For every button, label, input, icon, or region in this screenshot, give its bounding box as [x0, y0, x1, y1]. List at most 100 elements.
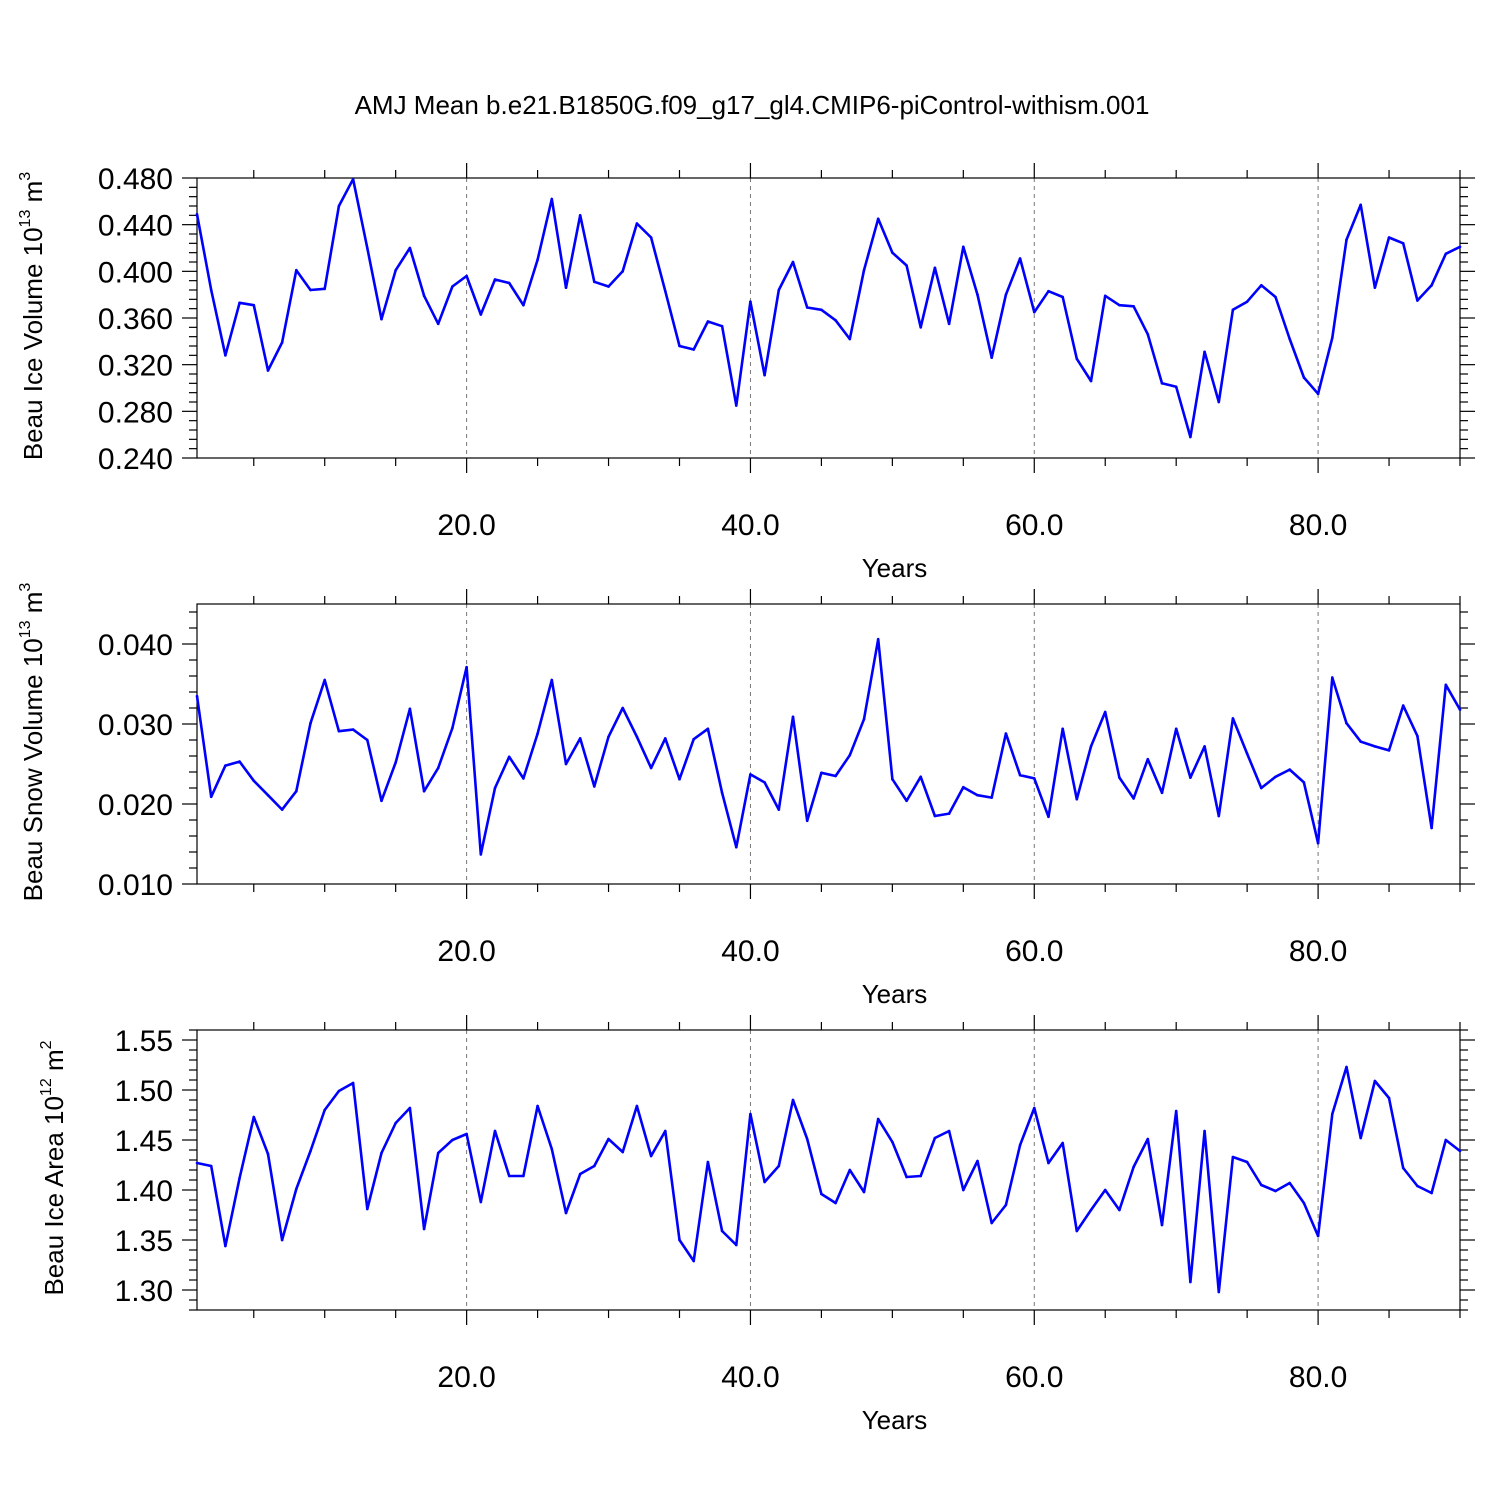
x-tick-label: 40.0	[721, 935, 779, 968]
data-point	[1359, 740, 1362, 743]
y-tick-label: 1.55	[115, 1025, 173, 1058]
data-point	[422, 294, 426, 298]
data-point	[578, 214, 582, 217]
x-axis-label: Years	[862, 1405, 928, 1435]
data-point	[1316, 392, 1320, 396]
data-point	[195, 694, 199, 698]
data-point	[834, 774, 837, 778]
data-point	[1004, 293, 1008, 296]
data-point	[848, 753, 852, 757]
data-point	[1288, 768, 1292, 771]
data-point	[1118, 776, 1121, 779]
x-tick-label: 40.0	[721, 509, 779, 542]
data-point	[1146, 1137, 1150, 1141]
data-point	[805, 306, 809, 309]
data-point	[295, 268, 298, 272]
data-point	[990, 796, 993, 799]
data-point	[309, 1149, 312, 1153]
data-point	[1160, 382, 1164, 385]
data-point	[805, 1137, 809, 1141]
data-point	[280, 1238, 284, 1242]
data-point	[209, 288, 213, 292]
data-point	[351, 177, 355, 181]
y-axis-label-unit-exponent: 3	[17, 172, 34, 181]
data-point	[635, 1104, 639, 1108]
data-point	[1387, 749, 1391, 752]
data-point	[763, 781, 766, 784]
data-point	[309, 721, 312, 725]
data-point	[1047, 815, 1050, 819]
data-point	[933, 814, 937, 818]
data-point	[1430, 1191, 1433, 1195]
data-point	[919, 1174, 923, 1178]
data-point	[649, 236, 653, 239]
data-point	[479, 313, 483, 316]
data-point	[1203, 1129, 1206, 1133]
data-point	[1260, 1183, 1263, 1187]
y-tick-label: 0.040	[98, 629, 173, 662]
data-point	[493, 786, 497, 790]
data-point	[1260, 786, 1263, 790]
data-point	[649, 1154, 653, 1158]
data-point	[522, 777, 525, 780]
data-point	[1231, 308, 1235, 312]
data-point	[1373, 745, 1377, 748]
y-tick-label: 0.280	[98, 396, 173, 429]
data-point	[891, 251, 894, 254]
series-line	[195, 637, 1462, 856]
data-point	[947, 1129, 951, 1133]
data-point	[436, 322, 440, 326]
data-point	[1146, 757, 1150, 761]
data-point	[1004, 732, 1008, 735]
data-point	[365, 246, 369, 250]
data-point	[962, 1188, 965, 1192]
data-point	[266, 1152, 270, 1156]
data-point	[720, 324, 724, 328]
data-point	[1061, 295, 1064, 299]
data-point	[394, 761, 397, 764]
data-point	[1416, 734, 1419, 738]
data-point	[1274, 775, 1277, 779]
data-point	[309, 288, 312, 292]
data-point	[479, 1200, 483, 1204]
data-point	[380, 317, 383, 321]
data-point	[905, 1175, 908, 1179]
data-point	[593, 1164, 596, 1168]
data-point	[408, 707, 412, 711]
data-point	[1387, 236, 1391, 239]
data-point	[791, 1098, 795, 1102]
data-point	[507, 1174, 511, 1178]
data-point	[1004, 1203, 1008, 1207]
x-tick-label: 40.0	[721, 1361, 779, 1394]
data-point	[1430, 284, 1433, 287]
data-point	[1132, 1165, 1135, 1169]
data-point	[195, 212, 199, 216]
data-point	[1061, 727, 1064, 731]
data-point	[947, 812, 951, 815]
y-tick-label: 1.45	[115, 1125, 173, 1158]
data-point	[351, 728, 355, 731]
data-point	[734, 404, 738, 407]
x-tick-label: 80.0	[1289, 935, 1347, 968]
data-point	[678, 1238, 681, 1242]
x-tick-label: 60.0	[1005, 1361, 1063, 1394]
data-point	[436, 766, 440, 770]
data-point	[1231, 1155, 1235, 1159]
data-point	[1345, 1065, 1348, 1069]
y-axis-label-unit: m	[39, 1049, 69, 1078]
data-point	[436, 1151, 440, 1155]
data-point	[1416, 1184, 1419, 1188]
data-point	[351, 1081, 355, 1085]
data-point	[734, 845, 738, 849]
data-point	[976, 293, 979, 296]
data-point	[1274, 295, 1277, 299]
y-axis-label-unit-exponent: 2	[38, 1040, 55, 1049]
data-point	[720, 1229, 724, 1233]
data-point	[238, 301, 241, 305]
data-point	[692, 737, 695, 741]
y-tick-label: 0.020	[98, 789, 173, 822]
data-point	[522, 303, 525, 307]
data-point	[1174, 385, 1178, 389]
data-point	[337, 204, 341, 208]
data-point	[593, 280, 596, 284]
